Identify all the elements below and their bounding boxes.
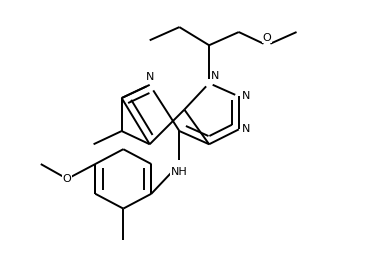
Text: N: N: [211, 70, 219, 81]
Text: O: O: [263, 33, 271, 43]
Text: N: N: [145, 72, 154, 82]
Text: O: O: [63, 174, 71, 184]
Text: N: N: [242, 91, 250, 101]
Text: NH: NH: [171, 167, 188, 177]
Text: N: N: [242, 124, 250, 134]
